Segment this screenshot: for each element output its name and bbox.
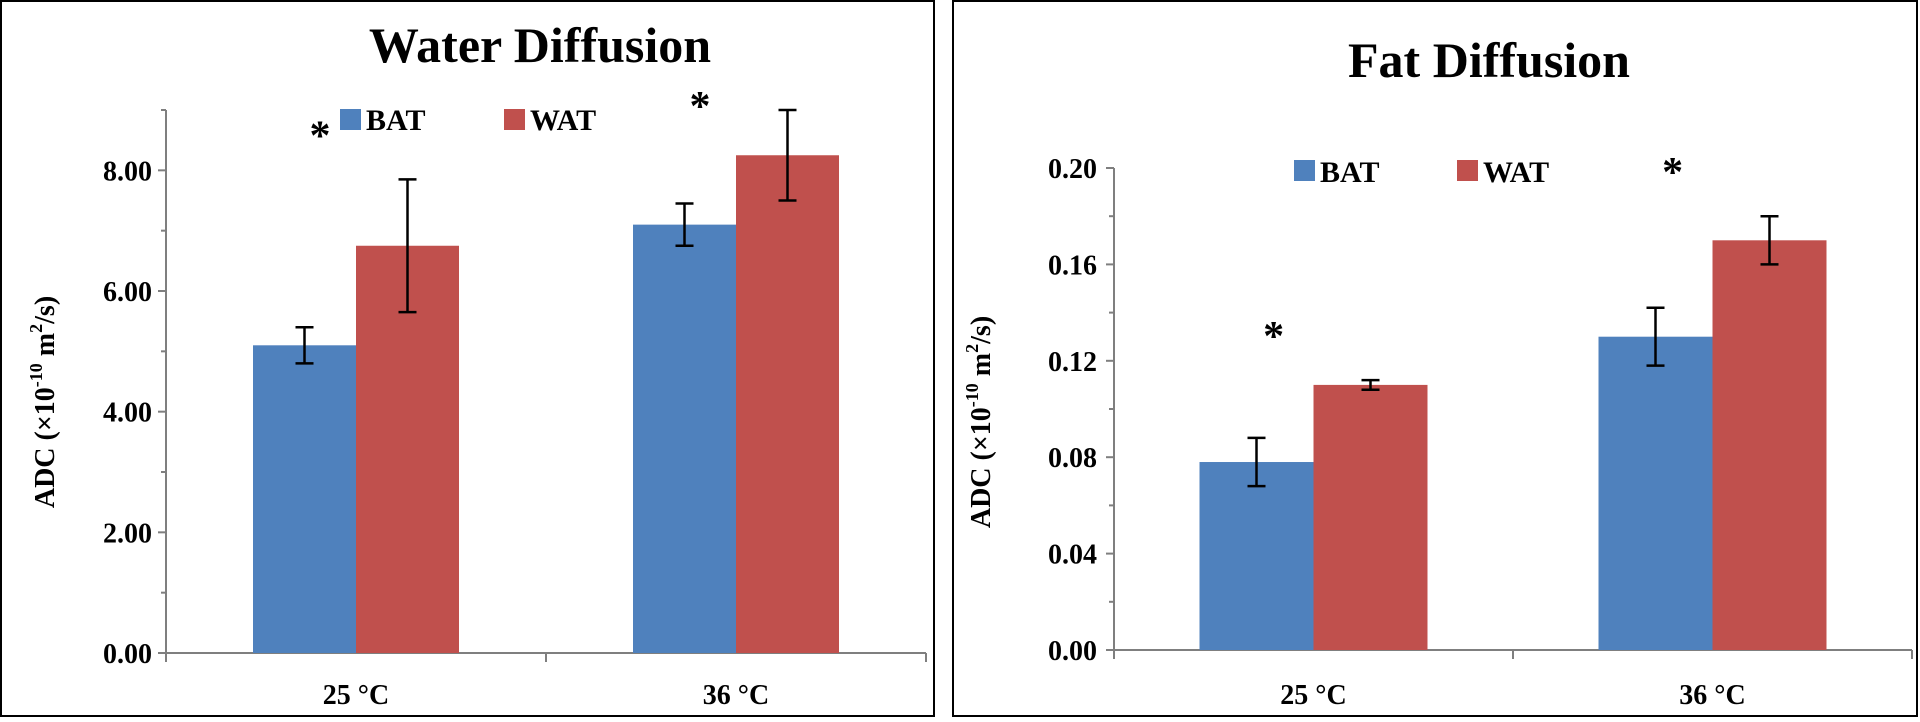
legend-label-bat: BAT — [366, 104, 425, 137]
y-tick-label: 2.00 — [103, 518, 152, 549]
y-tick-label: 0.04 — [1048, 540, 1097, 571]
legend: BAT WAT — [340, 104, 596, 137]
chart-title: Water Diffusion — [369, 17, 711, 73]
x-category-label: 36 °C — [703, 680, 769, 711]
bar-bat — [1598, 336, 1713, 650]
y-axis-label: ADC (×10-10 m2/s) — [962, 316, 997, 528]
bar-bat — [253, 345, 356, 653]
bar-bat — [1199, 462, 1314, 650]
legend-label-bat: BAT — [1320, 156, 1379, 189]
legend: BAT WAT — [1294, 156, 1549, 189]
bar-wat — [736, 155, 839, 653]
significance-marker: * — [689, 84, 710, 130]
plot-area: 0.00 2.00 4.00 6.00 8.00 * 25 °C * 36 °C — [103, 84, 927, 711]
chart-panel-water: Water Diffusion BAT WAT ADC (×10-10 m2/s… — [0, 0, 935, 717]
bar-wat — [1712, 240, 1827, 651]
plot-area: 0.00 0.04 0.08 0.12 0.16 0.20 * 25 °C * 36 °C — [1048, 150, 1913, 711]
y-tick-label: 8.00 — [103, 156, 152, 187]
y-tick-label: 0.00 — [103, 639, 152, 670]
bar-wat — [356, 245, 459, 653]
y-tick-label: 0.08 — [1048, 443, 1097, 474]
chart-panel-fat: Fat Diffusion BAT WAT ADC (×10-10 m2/s) … — [952, 0, 1918, 717]
legend-label-wat: WAT — [1483, 156, 1549, 189]
legend-swatch-wat — [1457, 160, 1478, 181]
significance-marker: * — [1263, 314, 1284, 360]
y-tick-label: 0.12 — [1048, 347, 1097, 378]
legend-swatch-bat — [1294, 160, 1315, 181]
y-tick-label: 4.00 — [103, 398, 152, 429]
chart-fat-diffusion: Fat Diffusion BAT WAT ADC (×10-10 m2/s) … — [962, 32, 1913, 711]
y-tick-label: 0.00 — [1048, 636, 1097, 667]
x-category-label: 25 °C — [1280, 680, 1346, 711]
x-category-label: 25 °C — [323, 680, 389, 711]
chart-water-diffusion: Water Diffusion BAT WAT ADC (×10-10 m2/s… — [26, 17, 927, 711]
y-tick-label: 0.20 — [1048, 154, 1097, 185]
significance-marker: * — [1662, 150, 1683, 196]
significance-marker: * — [309, 113, 330, 159]
legend-swatch-bat — [340, 109, 361, 130]
legend-swatch-wat — [504, 109, 525, 130]
bar-bat — [633, 224, 736, 653]
x-category-label: 36 °C — [1679, 680, 1745, 711]
chart-title: Fat Diffusion — [1348, 32, 1630, 88]
legend-label-wat: WAT — [530, 104, 596, 137]
y-tick-label: 0.16 — [1048, 250, 1097, 281]
y-axis-label: ADC (×10-10 m2/s) — [26, 296, 61, 508]
y-tick-label: 6.00 — [103, 277, 152, 308]
bar-wat — [1313, 384, 1428, 650]
